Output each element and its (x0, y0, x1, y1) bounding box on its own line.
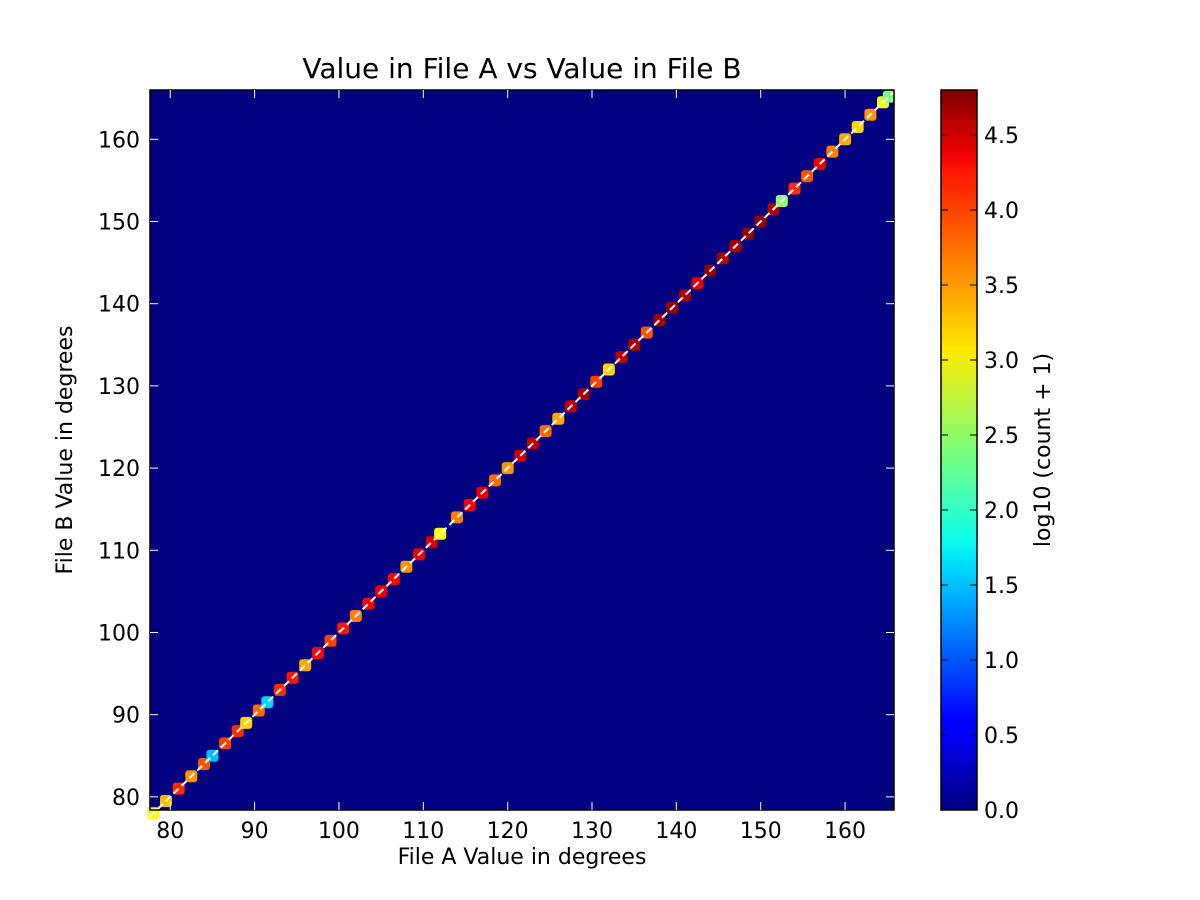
x-tick-label: 110 (402, 819, 444, 844)
colorbar-tick-label: 1.0 (984, 649, 1019, 674)
identity-line (149, 90, 895, 818)
colorbar-tick-label: 0.5 (984, 724, 1019, 749)
colorbar-tick-label: 3.0 (984, 349, 1019, 374)
colorbar-tick-label: 4.0 (984, 199, 1019, 224)
colorbar-tick-label: 3.5 (984, 274, 1019, 299)
x-tick-label: 80 (156, 819, 184, 844)
colorbar-gradient (940, 89, 978, 811)
x-tick-label: 100 (318, 819, 360, 844)
y-axis-ticks: 80 90 100 110 120 130 140 150 160 (98, 128, 894, 811)
colorbar-tick-label: 0.0 (984, 799, 1019, 824)
y-tick-label: 130 (98, 375, 140, 400)
colorbar-ticks: 0.0 0.5 1.0 1.5 2.0 2.5 3.0 3.5 4.0 4.5 (941, 124, 1019, 824)
y-axis-label: File B Value in degrees (53, 326, 78, 575)
plot-frame (149, 89, 895, 811)
chart-title: Value in File A vs Value in File B (302, 52, 741, 85)
y-tick-label: 120 (98, 457, 140, 482)
x-axis-ticks: 80 90 100 110 120 130 140 150 160 (156, 90, 866, 844)
colorbar-tick-label: 1.5 (984, 574, 1019, 599)
colorbar-label: log10 (count + 1) (1031, 353, 1056, 547)
plot-area (147, 89, 895, 820)
colorbar-tick-label: 2.5 (984, 424, 1019, 449)
y-tick-label: 150 (98, 211, 140, 236)
x-tick-label: 90 (241, 819, 269, 844)
x-axis-label: File A Value in degrees (398, 845, 647, 870)
colorbar-tick-label: 2.0 (984, 499, 1019, 524)
x-tick-label: 140 (655, 819, 697, 844)
colorbar-tick-label: 4.5 (984, 124, 1019, 149)
y-tick-label: 160 (98, 128, 140, 153)
x-tick-label: 130 (571, 819, 613, 844)
colorbar: 0.0 0.5 1.0 1.5 2.0 2.5 3.0 3.5 4.0 4.5 log10 (co… (940, 89, 1056, 824)
y-tick-label: 140 (98, 293, 140, 318)
y-tick-label: 100 (98, 621, 140, 646)
y-tick-label: 110 (98, 539, 140, 564)
y-tick-label: 90 (112, 704, 140, 729)
x-tick-label: 150 (740, 819, 782, 844)
x-tick-label: 120 (487, 819, 529, 844)
y-tick-label: 80 (112, 786, 140, 811)
x-tick-label: 160 (824, 819, 866, 844)
